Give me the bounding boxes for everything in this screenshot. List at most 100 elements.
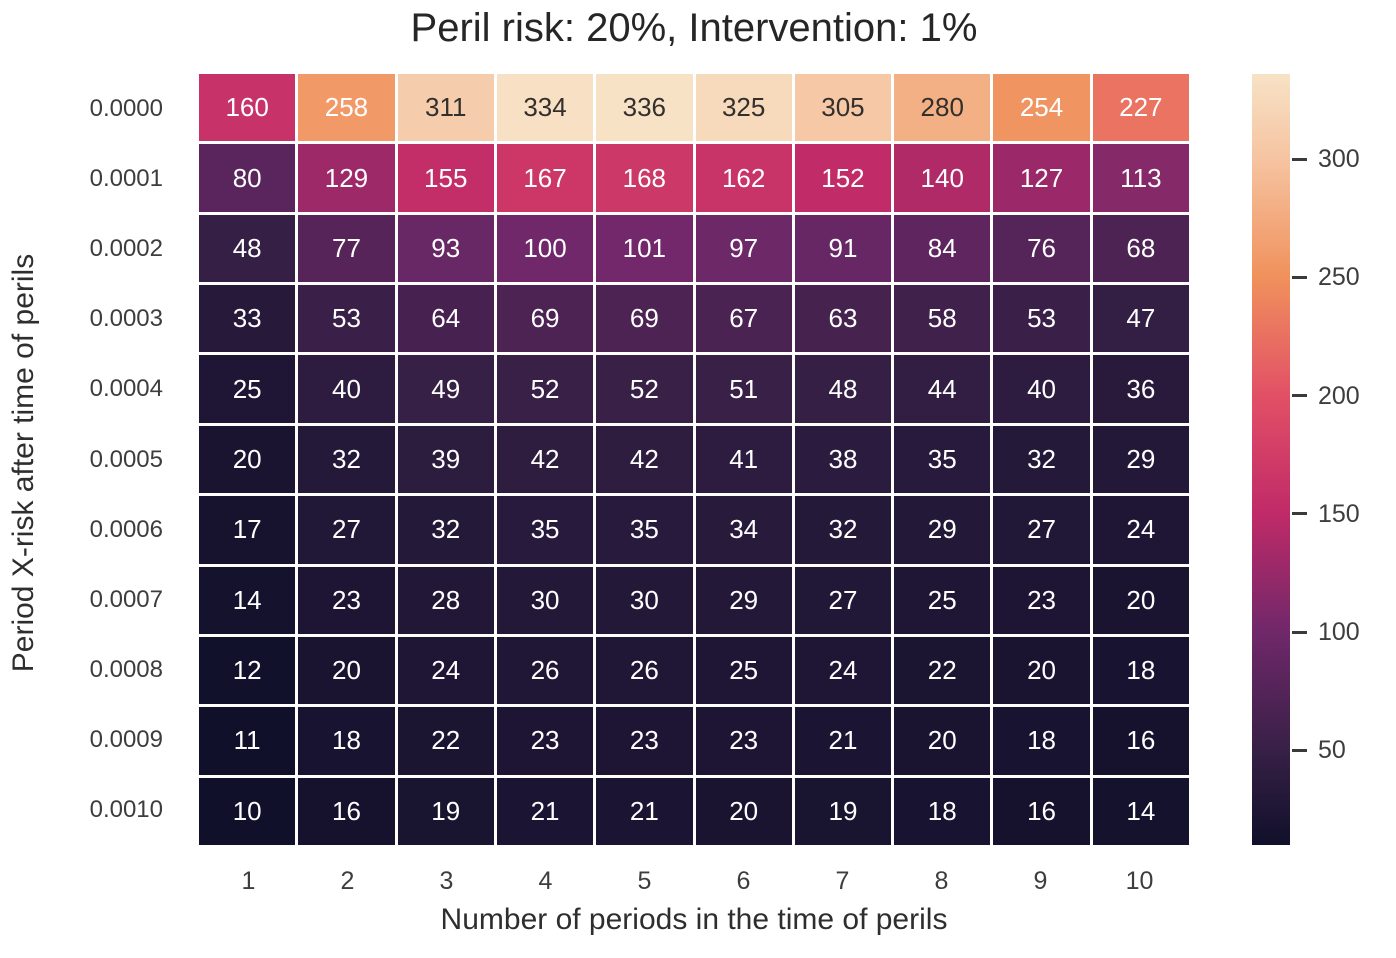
x-axis-label: Number of periods in the time of perils [440, 903, 948, 936]
heatmap-cell: 20 [894, 707, 991, 775]
cell-value: 25 [232, 373, 262, 404]
heatmap-cell: 63 [794, 285, 892, 353]
heatmap-cell: 23 [993, 566, 1090, 634]
colorbar-tick-label: 150 [1318, 499, 1360, 528]
cell-value: 162 [721, 162, 766, 193]
cell-value: 30 [629, 584, 659, 615]
cell-value: 18 [927, 795, 957, 826]
heatmap-cell: 20 [993, 636, 1090, 705]
heatmap-cell: 91 [794, 214, 892, 283]
colorbar-tick-label: 300 [1318, 145, 1360, 174]
heatmap-cell: 19 [397, 777, 494, 845]
heatmap-cell: 69 [596, 285, 693, 353]
cell-value: 21 [629, 795, 659, 826]
cell-value: 227 [1119, 92, 1163, 123]
heatmap-cell: 80 [199, 144, 296, 212]
cell-value: 38 [828, 443, 858, 474]
heatmap-cell: 32 [993, 425, 1090, 494]
heatmap-cell: 28 [397, 566, 494, 634]
cell-value: 23 [629, 725, 659, 756]
cell-value: 40 [331, 373, 361, 404]
cell-value: 23 [1027, 584, 1056, 615]
cell-value: 19 [828, 795, 858, 826]
cell-value: 12 [232, 655, 262, 686]
cell-value: 20 [729, 795, 759, 826]
cell-value: 34 [729, 514, 759, 545]
cell-value: 25 [729, 655, 759, 686]
cell-value: 69 [629, 303, 659, 334]
colorbar-tick-mark [1292, 157, 1307, 161]
cell-value: 10 [232, 795, 262, 826]
heatmap-cell: 18 [1092, 636, 1189, 705]
cell-value: 20 [331, 655, 361, 686]
heatmap-cell: 48 [794, 355, 892, 423]
colorbar-tick-label: 50 [1318, 736, 1346, 765]
heatmap-cell: 20 [695, 777, 792, 845]
heatmap-cell: 101 [596, 214, 693, 283]
heatmap-cell: 140 [894, 144, 991, 212]
cell-value: 35 [629, 514, 659, 545]
x-tick-label: 6 [736, 867, 751, 895]
heatmap-cell: 23 [496, 707, 594, 775]
heatmap-cell: 27 [993, 496, 1090, 564]
cell-value: 336 [622, 92, 667, 123]
cell-value: 53 [331, 303, 361, 334]
cell-value: 100 [523, 232, 567, 263]
heatmap-cell: 280 [894, 74, 991, 142]
cell-value: 22 [927, 655, 957, 686]
heatmap-cell: 19 [794, 777, 892, 845]
y-tick-label: 0.0004 [89, 375, 163, 403]
heatmap-cell: 336 [596, 74, 693, 142]
cell-value: 48 [232, 232, 262, 263]
heatmap-cell: 35 [596, 496, 693, 564]
cell-value: 32 [331, 443, 361, 474]
heatmap-cell: 97 [695, 214, 792, 283]
colorbar-tick-mark [1292, 630, 1307, 634]
heatmap-cell: 32 [298, 425, 395, 494]
heatmap-cell: 39 [397, 425, 494, 494]
heatmap-cell: 30 [496, 566, 594, 634]
heatmap-cell: 53 [993, 285, 1090, 353]
heatmap-cell: 67 [695, 285, 792, 353]
heatmap-cell: 21 [794, 707, 892, 775]
x-tick-label: 1 [241, 867, 256, 895]
heatmap-cell: 113 [1092, 144, 1189, 212]
heatmap-cell: 22 [894, 636, 991, 705]
cell-value: 26 [530, 655, 560, 686]
cell-value: 35 [927, 443, 957, 474]
cell-value: 23 [729, 725, 759, 756]
heatmap-cell: 160 [199, 74, 296, 142]
cell-value: 23 [331, 584, 361, 615]
heatmap-cell: 155 [397, 144, 494, 212]
heatmap-cell: 20 [1092, 566, 1189, 634]
heatmap-cell: 167 [496, 144, 594, 212]
colorbar-tick-mark [1292, 394, 1307, 398]
heatmap-cell: 49 [397, 355, 494, 423]
heatmap-cell: 311 [397, 74, 494, 142]
cell-value: 27 [331, 514, 361, 545]
x-tick-label: 5 [637, 867, 652, 895]
heatmap-cell: 47 [1092, 285, 1189, 353]
y-tick-label: 0.0005 [89, 445, 163, 473]
cell-value: 26 [629, 655, 659, 686]
heatmap-cell: 334 [496, 74, 594, 142]
y-axis-label: Period X-risk after time of perils [7, 253, 40, 673]
heatmap-cell: 42 [496, 425, 594, 494]
cell-value: 77 [331, 232, 361, 263]
cell-value: 16 [331, 795, 361, 826]
heatmap-cell: 41 [695, 425, 792, 494]
cell-value: 32 [1027, 443, 1056, 474]
cell-value: 69 [530, 303, 560, 334]
heatmap-grid: 160 258 311 334 336 325 305 280 254 227 80 129 155 16… [199, 74, 1189, 845]
heatmap-cell: 16 [993, 777, 1090, 845]
heatmap-cell: 77 [298, 214, 395, 283]
cell-value: 24 [1126, 514, 1156, 545]
heatmap-cell: 58 [894, 285, 991, 353]
heatmap-cell: 69 [496, 285, 594, 353]
heatmap-cell: 34 [695, 496, 792, 564]
cell-value: 97 [729, 232, 759, 263]
x-tick-label: 7 [835, 867, 850, 895]
heatmap-cell: 20 [199, 425, 296, 494]
cell-value: 91 [828, 232, 858, 263]
x-tick-label: 4 [538, 867, 553, 895]
